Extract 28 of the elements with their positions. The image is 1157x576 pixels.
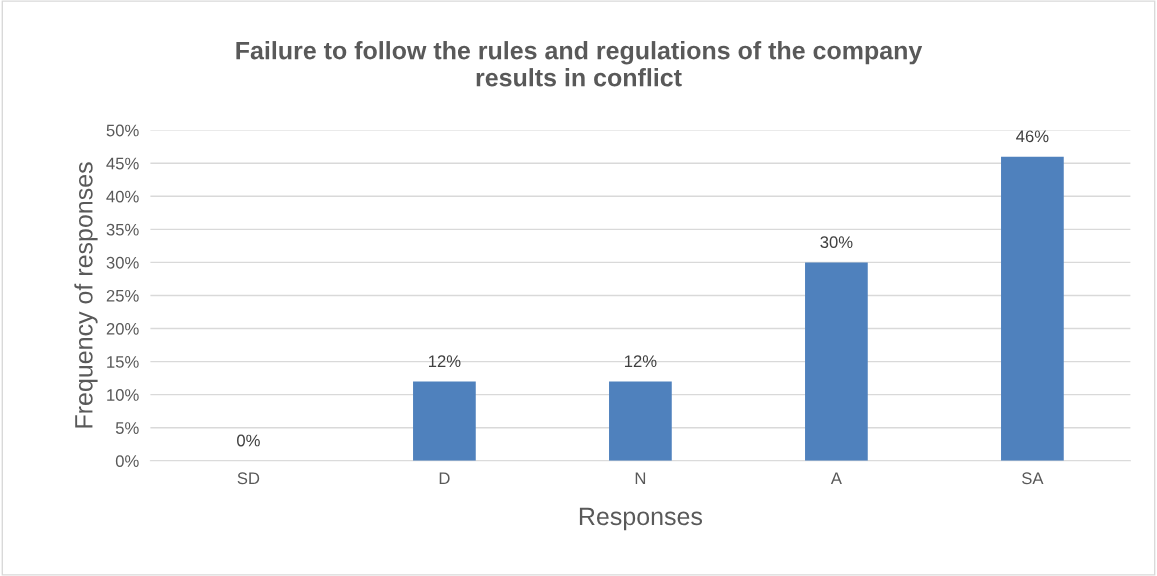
y-tick-label: 30% bbox=[106, 256, 139, 269]
x-axis-title: Responses bbox=[579, 507, 703, 531]
y-tick-label: 45% bbox=[106, 157, 139, 170]
y-tick-label: 25% bbox=[106, 289, 139, 302]
x-tick-label: N bbox=[635, 472, 646, 484]
y-tick-label: 50% bbox=[106, 124, 139, 137]
y-tick-label: 5% bbox=[115, 422, 139, 434]
y-tick-label: 0% bbox=[115, 455, 139, 467]
y-tick-label: 10% bbox=[107, 389, 139, 401]
bar bbox=[1001, 156, 1064, 461]
x-tick-label: D bbox=[439, 472, 450, 484]
data-label: 30% bbox=[820, 236, 853, 249]
x-tick-label: SD bbox=[237, 472, 260, 485]
data-label: 12% bbox=[624, 355, 657, 367]
bar bbox=[805, 262, 868, 461]
bar bbox=[413, 381, 476, 461]
x-tick-label: A bbox=[830, 472, 842, 484]
bar bbox=[609, 381, 672, 461]
y-tick-label: 40% bbox=[106, 190, 139, 203]
y-axis-title: Frequency of responses bbox=[74, 162, 98, 428]
data-label: 12% bbox=[429, 355, 461, 367]
x-tick-label: SA bbox=[1022, 472, 1044, 485]
data-label: 46% bbox=[1016, 130, 1049, 143]
y-tick-label: 20% bbox=[106, 322, 139, 335]
chart-title: Failure to follow the rules and regulations of the company results in conflict bbox=[236, 41, 923, 87]
y-tick-label: 35% bbox=[106, 223, 139, 236]
data-label: 0% bbox=[237, 434, 260, 447]
y-tick-label: 15% bbox=[107, 356, 139, 368]
